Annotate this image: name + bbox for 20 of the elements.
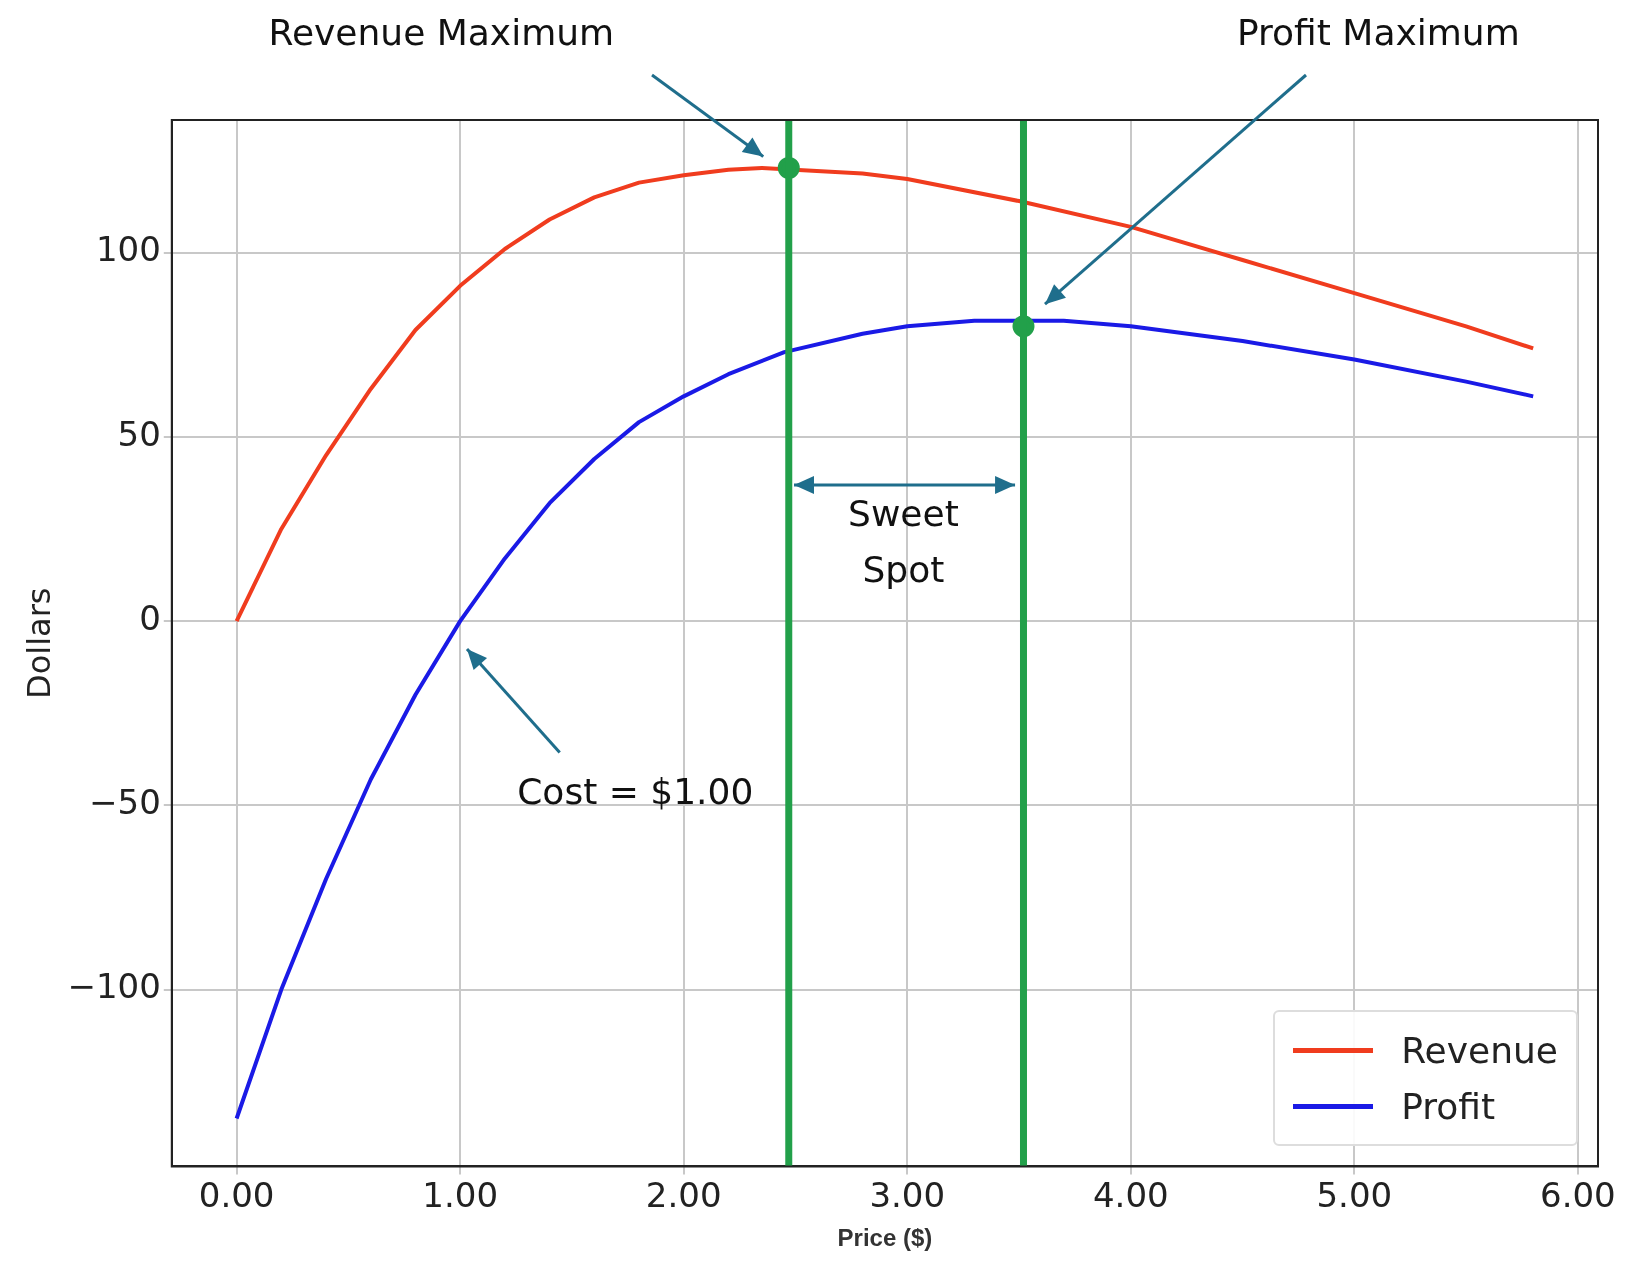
- x-axis-title: Price ($): [837, 1224, 933, 1252]
- y-axis-title: Dollars: [19, 587, 58, 699]
- x-tick-label: 5.00: [1316, 1174, 1393, 1215]
- x-tick-label: 1.00: [422, 1174, 499, 1215]
- x-tick-label: 3.00: [869, 1174, 946, 1215]
- text: Revenue Maximum: [268, 11, 615, 56]
- x-tick-label: 0.00: [198, 1174, 275, 1215]
- y-tick-label: 50: [117, 413, 161, 454]
- legend-label: Revenue: [1401, 1029, 1558, 1071]
- x-tick-label: 4.00: [1092, 1174, 1169, 1215]
- y-tick-label: −100: [67, 966, 161, 1007]
- text: Profit Maximum: [1236, 11, 1520, 56]
- annotation: Sweet Spot: [847, 491, 960, 592]
- x-tick-label: 6.00: [1540, 1174, 1616, 1215]
- annotation: Cost = $1.00: [517, 769, 754, 814]
- y-tick-label: 0: [139, 597, 161, 638]
- y-tick-label: 100: [95, 229, 161, 270]
- x-tick-label: 2.00: [645, 1174, 722, 1215]
- y-tick-label: −50: [89, 782, 161, 823]
- legend-label: Profit: [1401, 1085, 1496, 1127]
